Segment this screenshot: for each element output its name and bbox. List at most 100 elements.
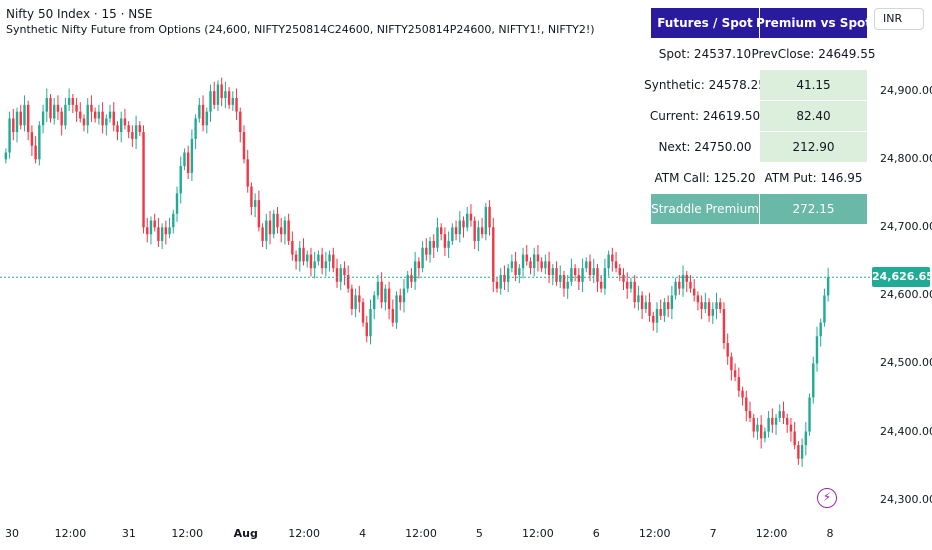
- candle-body: [782, 411, 785, 418]
- candle-body: [339, 268, 342, 282]
- candle-body: [376, 281, 380, 296]
- candle-body: [399, 295, 402, 303]
- candle-body: [324, 261, 328, 269]
- candle-body: [82, 118, 86, 126]
- candle-body: [499, 275, 502, 289]
- candle-body: [227, 91, 231, 105]
- candles-group: [4, 77, 830, 467]
- candle-body: [343, 268, 346, 275]
- candle-body: [778, 411, 781, 418]
- candle-body: [596, 268, 599, 282]
- candle-body: [622, 275, 625, 282]
- candle-body: [172, 213, 175, 228]
- candle-body: [581, 268, 584, 282]
- candle-body: [387, 288, 391, 310]
- candle-body: [562, 275, 566, 289]
- candle-body: [157, 227, 160, 241]
- candle-body: [41, 111, 45, 126]
- candle-body: [484, 206, 488, 235]
- time-tick-label: 31: [121, 527, 136, 540]
- candle-body: [614, 261, 618, 269]
- candle-body: [466, 213, 469, 228]
- candle-body: [373, 295, 376, 310]
- candle-body: [443, 234, 447, 248]
- candle-body: [105, 118, 108, 126]
- candle-body: [599, 281, 603, 289]
- candle-body: [521, 254, 525, 269]
- candle-body: [786, 417, 789, 425]
- table-cell-value: 272.15: [760, 194, 868, 225]
- candle-body: [224, 91, 227, 99]
- candle-body: [164, 227, 168, 235]
- candle-body: [306, 254, 309, 262]
- candle-body: [108, 111, 112, 119]
- candle-body: [257, 200, 261, 228]
- candle-body: [209, 91, 212, 112]
- candle-body: [253, 200, 257, 207]
- candle-body: [480, 227, 484, 235]
- candle-body: [826, 277, 830, 296]
- candle-body: [216, 84, 220, 105]
- candle-body: [231, 98, 235, 105]
- candle-body: [741, 390, 744, 398]
- candle-body: [566, 281, 569, 289]
- candle-body: [153, 220, 156, 228]
- time-tick-label: 12:00: [521, 527, 554, 540]
- time-tick-label: 12:00: [171, 527, 204, 540]
- candle-body: [395, 295, 398, 323]
- candle-body: [711, 309, 715, 316]
- candle-body: [313, 261, 316, 269]
- candle-body: [652, 315, 655, 323]
- indicator-title[interactable]: Synthetic Nifty Future from Options (24,…: [6, 23, 595, 36]
- candle-body: [302, 247, 305, 262]
- candle-body: [506, 268, 510, 282]
- candle-body: [131, 132, 134, 139]
- candle-body: [685, 275, 688, 282]
- price-tick-label: 24,700.00: [880, 220, 932, 234]
- symbol-title[interactable]: Nifty 50 Index · 15 · NSE: [6, 7, 153, 21]
- table-cell-label: Current: 24619.50: [650, 101, 760, 132]
- table-body: Spot: 24537.10 PrevClose: 24649.55 Synthet…: [644, 39, 876, 225]
- candle-body: [462, 220, 465, 228]
- candle-body: [659, 309, 662, 316]
- candle-body: [45, 98, 48, 112]
- table-cell-label: ATM Call: 125.20: [651, 163, 760, 194]
- candle-body: [4, 152, 8, 160]
- table-cell-value: 41.15: [760, 70, 868, 101]
- currency-selector[interactable]: INR: [874, 8, 924, 30]
- candle-body: [265, 220, 268, 241]
- candle-body: [692, 288, 696, 296]
- time-tick-label: 7: [709, 527, 717, 540]
- candle-body: [90, 104, 93, 112]
- candle-body: [380, 281, 383, 303]
- candle-body: [183, 152, 186, 167]
- candle-body: [752, 417, 755, 432]
- candle-body: [86, 104, 89, 126]
- candle-body: [611, 254, 614, 262]
- candle-body: [23, 104, 26, 126]
- candle-body: [696, 295, 700, 303]
- table-cell-label: Straddle Premium: [651, 194, 760, 225]
- candle-body: [607, 254, 610, 269]
- candle-body: [436, 227, 439, 248]
- candle-body: [56, 104, 60, 112]
- candle-body: [75, 104, 78, 112]
- candle-body: [715, 302, 718, 310]
- candle-body: [648, 302, 651, 316]
- lightning-icon[interactable]: ⚡: [817, 488, 837, 508]
- candle-body: [261, 227, 264, 241]
- candle-body: [454, 227, 458, 235]
- candle-body: [134, 125, 138, 139]
- candle-body: [402, 288, 406, 303]
- candle-body: [573, 268, 577, 275]
- candle-body: [759, 424, 763, 439]
- candle-body: [745, 397, 748, 412]
- candle-body: [704, 302, 707, 310]
- candle-body: [410, 275, 413, 282]
- candle-body: [771, 417, 774, 425]
- candle-body: [67, 98, 71, 105]
- candle-body: [800, 445, 804, 459]
- candle-body: [369, 309, 372, 337]
- candle-body: [674, 281, 677, 296]
